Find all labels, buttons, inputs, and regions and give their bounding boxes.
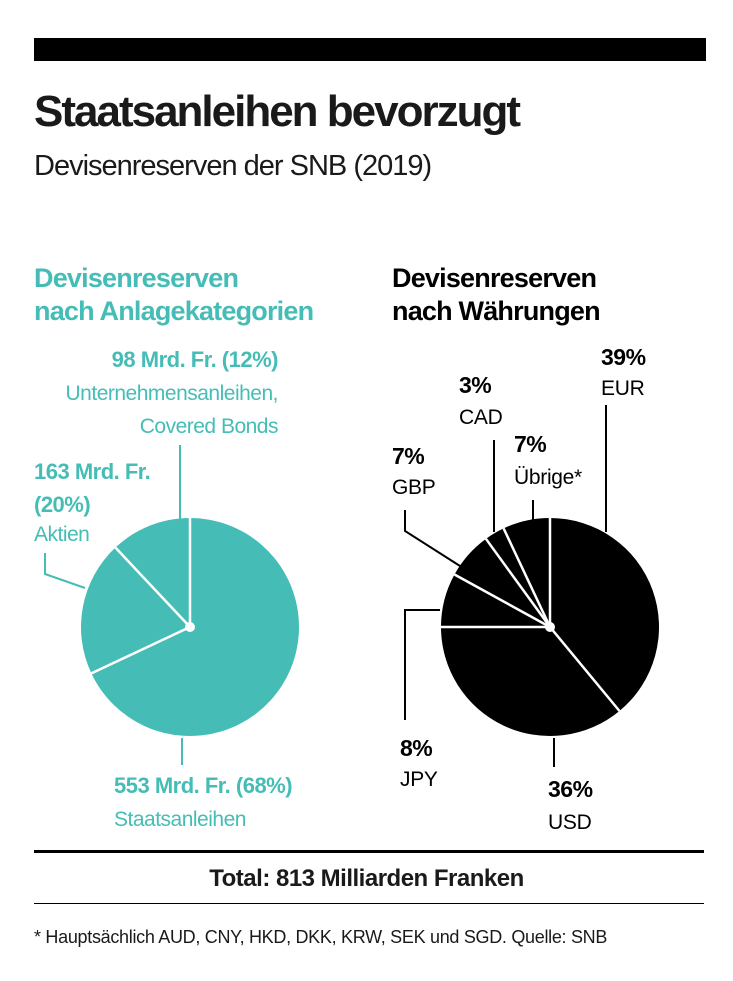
- anlage-slice-separator: [114, 546, 191, 628]
- label-staatsanleihen-name: Staatsanleihen: [114, 808, 246, 831]
- pie-anlagekategorien: [80, 518, 300, 736]
- label-unternehmensanleihen-name-1: Unternehmensanleihen,: [66, 382, 278, 405]
- label-uebrige-percent: 7%: [514, 431, 546, 457]
- anlage-slice-aktien: [80, 547, 190, 674]
- left-chart-title-line1: Devisenreserven: [34, 263, 238, 293]
- label-eur-name: EUR: [601, 377, 645, 400]
- waehrung-slice-separator: [549, 626, 621, 712]
- label-unternehmensanleihen-amount: 98 Mrd. Fr. (12%): [112, 347, 279, 372]
- label-unternehmensanleihen-name-2: Covered Bonds: [140, 415, 278, 438]
- label-uebrige-name: Übrige*: [514, 466, 582, 489]
- anlage-slice-separator: [90, 625, 191, 675]
- label-jpy-percent: 8%: [400, 735, 432, 761]
- label-jpy-name: JPY: [400, 768, 438, 791]
- label-staatsanleihen-amount: 553 Mrd. Fr. (68%): [114, 773, 292, 798]
- leader-jpy: [404, 609, 440, 720]
- label-aktien-amount-1: 163 Mrd. Fr.: [34, 459, 150, 484]
- left-chart-title-line2: nach Anlagekategorien: [34, 296, 313, 326]
- label-cad-name: CAD: [459, 406, 503, 429]
- waehrung-slice-separator: [502, 527, 552, 628]
- total-line: Total: 813 Milliarden Franken: [209, 865, 524, 892]
- label-usd-name: USD: [548, 811, 592, 834]
- leader-gbp: [404, 510, 461, 567]
- label-aktien-amount-2: (20%): [34, 492, 90, 517]
- waehrung-center-dot: [545, 622, 555, 632]
- label-eur-percent: 39%: [601, 344, 646, 370]
- page-subtitle: Devisenreserven der SNB (2019): [34, 150, 432, 182]
- waehrung-slice-separator: [453, 573, 551, 629]
- waehrung-slice-separator: [484, 538, 552, 628]
- total-bottom-rule: [34, 903, 704, 904]
- leader-aktien: [44, 553, 86, 589]
- anlage-center-dot: [185, 622, 195, 632]
- waehrung-slice-cad: [485, 528, 550, 627]
- label-aktien-name: Aktien: [34, 523, 89, 546]
- footnote: * Hauptsächlich AUD, CNY, HKD, DKK, KRW,…: [34, 927, 608, 947]
- waehrung-slice-jpy: [441, 574, 550, 627]
- label-usd-percent: 36%: [548, 776, 593, 802]
- anlage-slice-slice: [115, 518, 190, 627]
- page-title: Staatsanleihen bevorzugt: [34, 87, 521, 136]
- right-chart-title-line2: nach Währungen: [392, 296, 600, 326]
- label-gbp-percent: 7%: [392, 443, 424, 469]
- waehrung-slice-gbp: [454, 538, 550, 627]
- label-cad-percent: 3%: [459, 372, 491, 398]
- right-chart-title-line1: Devisenreserven: [392, 263, 596, 293]
- top-rule: [34, 38, 706, 61]
- total-top-rule: [34, 850, 704, 853]
- waehrung-slice-usd: [441, 627, 620, 736]
- waehrung-slice-eur: [550, 518, 659, 711]
- anlage-slice-staatsanleihen: [91, 518, 300, 736]
- pie-waehrungen: [441, 518, 659, 736]
- label-gbp-name: GBP: [392, 476, 435, 499]
